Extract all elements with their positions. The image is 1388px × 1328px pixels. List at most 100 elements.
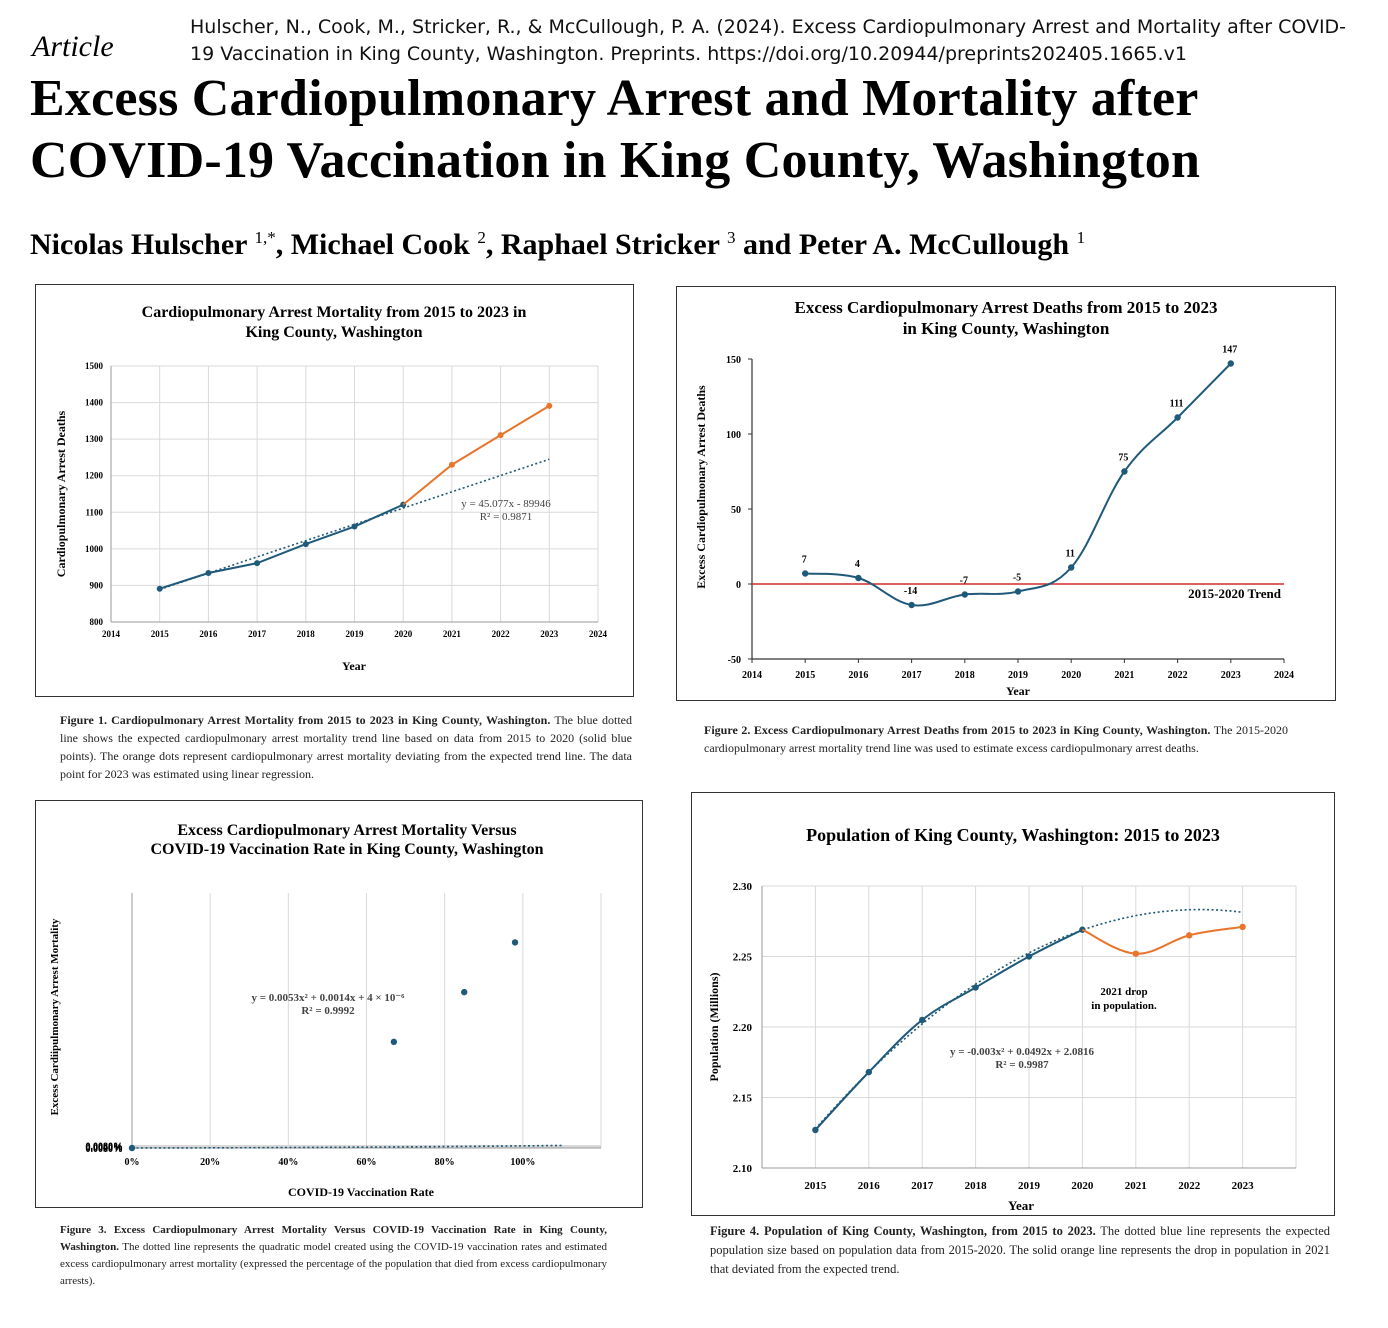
author-name: Raphael Stricker	[500, 228, 727, 261]
data-point	[855, 574, 862, 582]
y-tick-label: 2.20	[733, 1022, 753, 1034]
trendline	[159, 458, 550, 591]
figure-3-chart: Excess Cardiopulmonary Arrest Mortality …	[49, 822, 602, 1199]
x-tick-label: 2020	[394, 629, 413, 639]
x-tick-label: 2017	[911, 1180, 934, 1192]
figure-3-caption: Figure 3. Excess Cardiopulmonary Arrest …	[60, 1222, 607, 1290]
x-tick-label: 2024	[589, 629, 608, 639]
trendline-r-squared: R² = 0.9871	[480, 511, 533, 523]
y-tick-label: 1500	[85, 361, 104, 371]
data-label: 4	[855, 559, 860, 570]
x-tick-label: 2018	[955, 670, 975, 681]
data-label: -7	[960, 576, 968, 587]
author-affiliation: 2	[477, 228, 486, 247]
y-tick-label: 50	[731, 505, 741, 516]
x-tick-label: 2021	[1114, 670, 1134, 681]
data-point	[1132, 950, 1139, 957]
x-tick-label: 2016	[858, 1180, 881, 1192]
series-line	[805, 362, 1232, 607]
figure-2-box: Excess Cardiopulmonary Arrest Deaths fro…	[676, 286, 1336, 701]
chart-title-line-2: COVID-19 Vaccination Rate in King County…	[150, 841, 543, 858]
series-line-1	[814, 928, 1083, 1131]
data-point	[254, 560, 261, 567]
callout-line-1: 2021 drop	[1100, 986, 1147, 998]
data-label: 11	[1065, 549, 1074, 560]
x-tick-label: 2019	[1008, 670, 1028, 681]
y-tick-label: 1300	[85, 434, 104, 444]
author-separator: ,	[275, 228, 291, 261]
data-point	[812, 1126, 819, 1134]
x-tick-label: 2023	[1221, 670, 1241, 681]
data-point	[865, 1068, 872, 1076]
y-tick-label: 1200	[85, 471, 104, 481]
x-tick-label: 40%	[278, 1157, 298, 1168]
series-line-2	[1081, 925, 1243, 955]
x-tick-label: 2017	[248, 629, 267, 639]
x-tick-label: 2019	[346, 629, 365, 639]
data-label: 7	[802, 555, 807, 566]
x-tick-label: 2015	[804, 1180, 827, 1192]
x-tick-label: 100%	[510, 1157, 535, 1168]
x-tick-label: 2014	[742, 670, 762, 681]
chart-title: Excess Cardiopulmonary Arrest Deaths fro…	[795, 298, 1218, 317]
figure-3-box: Excess Cardiopulmonary Arrest Mortality …	[35, 800, 643, 1208]
y-tick-label: 900	[90, 580, 104, 590]
y-tick-label: 1400	[85, 398, 104, 408]
data-point	[1121, 468, 1128, 475]
y-tick-label: 800	[90, 617, 104, 627]
data-point	[448, 461, 455, 468]
chart-title: Cardiopulmonary Arrest Mortality from 20…	[142, 304, 527, 321]
reference-line-label: 2015-2020 Trend	[1188, 586, 1282, 601]
data-point	[390, 1038, 398, 1046]
y-tick-label: 2.25	[733, 952, 753, 964]
figure-1-box: Cardiopulmonary Arrest Mortality from 20…	[35, 284, 634, 697]
y-axis-label: Excess Cardiopulmonary Arrest Deaths	[694, 385, 708, 589]
x-tick-label: 2020	[1071, 1180, 1094, 1192]
y-tick-label: 0.0000%	[86, 1144, 124, 1155]
data-point	[908, 601, 915, 609]
y-tick-label: 0.0060%	[86, 1142, 124, 1153]
x-tick-label: 2018	[297, 629, 316, 639]
data-point	[1068, 564, 1075, 571]
x-tick-label: 20%	[200, 1157, 220, 1168]
x-tick-label: 2017	[902, 670, 922, 681]
x-axis-label: Year	[1006, 684, 1031, 698]
data-point	[1227, 360, 1234, 367]
x-tick-label: 2022	[1178, 1180, 1201, 1192]
author-list: Nicolas Hulscher 1,*, Michael Cook 2, Ra…	[30, 228, 1085, 262]
y-tick-label: 100	[726, 430, 741, 441]
figure-3-caption-text: The dotted line represents the quadratic…	[60, 1241, 607, 1287]
x-axis-label: Year	[1008, 1198, 1034, 1213]
figure-2-caption-text: The 2015-2020 cardiopulmonary arrest mor…	[704, 723, 1288, 755]
chart-title-line-2: King County, Washington	[245, 324, 422, 341]
x-tick-label: 2016	[848, 670, 868, 681]
y-axis-label: Population (Millions)	[707, 972, 721, 1081]
y-tick-label: 2.10	[733, 1163, 753, 1175]
x-tick-label: 0%	[125, 1157, 140, 1168]
x-tick-label: 2024	[1274, 670, 1294, 681]
figure-1-caption-text: The blue dotted line shows the expected …	[60, 713, 633, 781]
trendline-r-squared: R² = 0.9987	[995, 1059, 1049, 1071]
citation: Hulscher, N., Cook, M., Stricker, R., & …	[190, 16, 1347, 65]
author-affiliation: 1	[1076, 228, 1086, 247]
data-label: -5	[1013, 573, 1021, 584]
data-point	[461, 988, 468, 996]
y-tick-label: 0.0040%	[86, 1143, 124, 1154]
trendline-r-squared: R² = 0.9992	[301, 1005, 355, 1017]
author-separator: ,	[485, 228, 501, 261]
figure-4-caption: Figure 4. Population of King County, Was…	[710, 1222, 1330, 1279]
data-label: 75	[1118, 453, 1128, 464]
x-tick-label: 2019	[1018, 1180, 1041, 1192]
data-point	[972, 984, 979, 991]
x-tick-label: 2023	[540, 629, 559, 639]
data-point	[511, 939, 519, 946]
author-affiliation: 1,*	[254, 228, 276, 247]
figure-1-caption-title: Figure 1. Cardiopulmonary Arrest Mortali…	[60, 713, 551, 727]
data-point	[497, 432, 504, 439]
data-point	[156, 585, 163, 592]
x-tick-label: 2020	[1061, 670, 1081, 681]
series-line-1	[159, 503, 404, 590]
figure-1-chart: Cardiopulmonary Arrest Mortality from 20…	[54, 304, 608, 673]
data-point	[1186, 932, 1193, 939]
trendline	[814, 908, 1243, 1130]
